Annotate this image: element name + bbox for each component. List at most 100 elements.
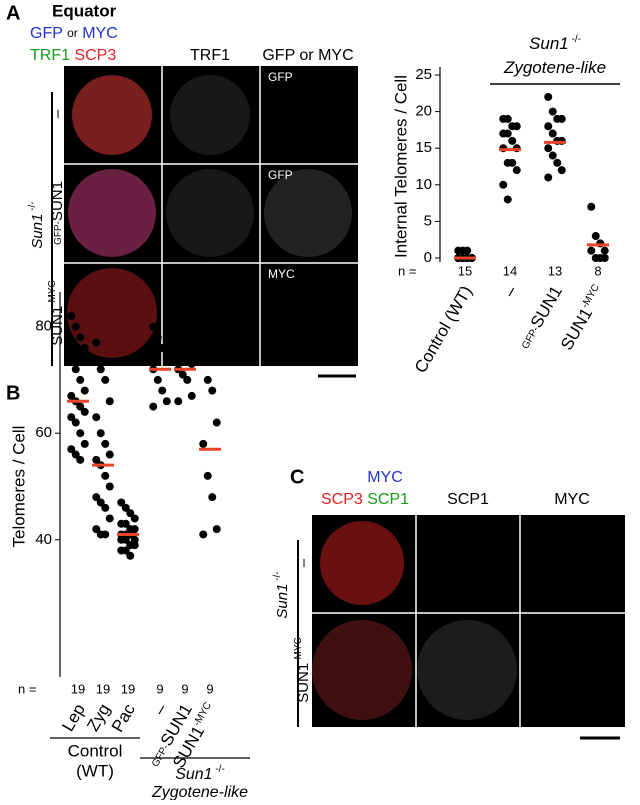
n-value: 19 — [121, 681, 135, 696]
label-main: Pac — [108, 700, 139, 735]
n-value: 19 — [71, 681, 85, 696]
row-label: – — [295, 558, 312, 567]
channel-label: GFP or MYC — [30, 25, 118, 42]
label-main: – — [295, 558, 312, 567]
dot — [105, 514, 114, 523]
n-label: n = — [398, 263, 416, 278]
dot — [96, 429, 105, 438]
dot — [591, 232, 600, 241]
channel-label: TRF1 SCP3 — [30, 47, 116, 64]
dot — [126, 551, 135, 560]
cell — [264, 169, 352, 257]
label-main: Sun1 — [29, 214, 46, 249]
row-label: SUN1-MYC — [293, 637, 312, 703]
group-label: Control — [68, 741, 123, 760]
dot — [105, 450, 114, 459]
panel-label: A — [6, 2, 20, 24]
dot — [187, 359, 196, 368]
channel-label: MYC — [367, 469, 403, 486]
x-tick-label: – — [500, 282, 521, 300]
dot — [162, 397, 171, 406]
dot — [67, 311, 76, 320]
label-main: Sun1 — [529, 34, 569, 53]
label-main: SUN1 — [295, 663, 312, 703]
dot — [212, 418, 221, 427]
dot — [76, 333, 85, 342]
dot — [158, 343, 167, 352]
label-suffix: -MYC — [293, 637, 304, 663]
dot — [92, 413, 101, 422]
dot — [67, 445, 76, 454]
x-tick-label: – — [150, 700, 171, 718]
cell — [312, 620, 412, 720]
label-main: SUN1 — [49, 181, 66, 221]
label-suffix: -MYC — [579, 282, 601, 310]
dot — [101, 503, 110, 512]
x-tick-label: Control (WT) — [411, 283, 476, 377]
dot — [130, 514, 139, 523]
cell — [320, 521, 404, 605]
dot — [121, 503, 130, 512]
panel-a-images — [51, 66, 358, 378]
label-main: Zygotene-like — [503, 58, 606, 77]
x-tick-label: Lep — [59, 701, 90, 735]
dot — [212, 525, 221, 534]
dot — [130, 525, 139, 534]
dot — [553, 158, 562, 167]
label-suffix: -/- — [27, 201, 38, 213]
label-main: Control (WT) — [411, 283, 476, 377]
cell — [417, 620, 517, 720]
n-value: 9 — [206, 681, 213, 696]
dot — [600, 246, 609, 255]
dot — [130, 541, 139, 550]
dot — [67, 413, 76, 422]
label-prefix: GFP- — [53, 221, 64, 245]
dot — [548, 107, 557, 116]
label-main: Sun1 — [175, 766, 212, 783]
label-main: – — [49, 109, 66, 118]
dot — [178, 370, 187, 379]
group-label: (WT) — [76, 761, 114, 780]
y-tick-label: 10 — [415, 176, 432, 193]
y-tick-label: 25 — [415, 66, 432, 83]
y-tick-label: 80 — [35, 318, 52, 335]
chart-title: Sun1 -/- — [529, 34, 581, 54]
cell — [67, 268, 157, 358]
dot — [67, 391, 76, 400]
y-tick-label: 15 — [415, 139, 432, 156]
row-label: SUN1-MYC — [47, 280, 66, 346]
dot — [117, 498, 126, 507]
dot — [203, 471, 212, 480]
dot — [101, 375, 110, 384]
dot — [96, 365, 105, 374]
dot — [503, 129, 512, 138]
column-label: GFP or MYC — [262, 47, 353, 64]
panel-label: C — [290, 466, 304, 488]
dot — [92, 525, 101, 534]
dot — [499, 180, 508, 189]
dot — [76, 375, 85, 384]
dot — [544, 122, 553, 131]
x-tick-label: Zyg — [84, 701, 115, 735]
dot — [187, 391, 196, 400]
dot — [101, 439, 110, 448]
dot — [105, 397, 114, 406]
dot — [121, 519, 130, 528]
column-label: MYC — [554, 491, 590, 508]
dot — [162, 354, 171, 363]
dot — [92, 493, 101, 502]
panel-label: B — [6, 382, 20, 404]
dot — [158, 386, 167, 395]
dot — [80, 439, 89, 448]
label-main: SUN1 — [527, 283, 566, 332]
dot — [153, 375, 162, 384]
dot — [80, 407, 89, 416]
dot — [121, 535, 130, 544]
n-label: n = — [18, 681, 36, 696]
y-axis-label: Telomeres / Cell — [9, 426, 28, 548]
label-suffix: -MYC — [191, 700, 213, 728]
dot — [71, 322, 80, 331]
dot — [203, 375, 212, 384]
y-tick-label: 60 — [35, 424, 52, 441]
